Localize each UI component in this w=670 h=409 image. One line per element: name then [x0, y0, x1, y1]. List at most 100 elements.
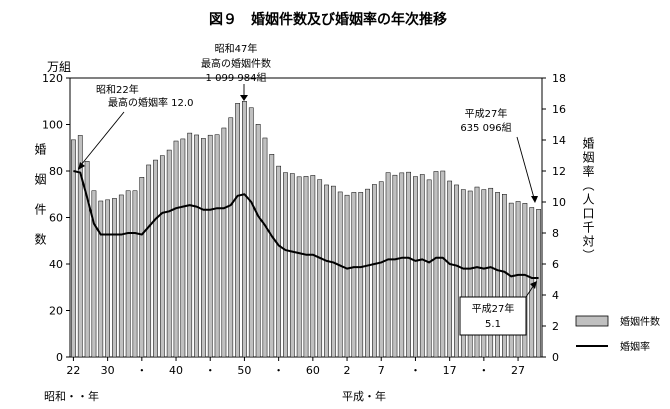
- left-tick-label: 120: [42, 72, 63, 85]
- bar-H8: [406, 171, 411, 358]
- annotation-showa47-value: 1 099 984組: [206, 71, 267, 84]
- bar-S53: [283, 172, 288, 358]
- bar-H22: [502, 194, 507, 358]
- annotation-showa47-arrowhead: [240, 95, 248, 101]
- bar-S56: [303, 176, 309, 358]
- x-tick-label: 60: [306, 364, 320, 377]
- bar-S41: [201, 138, 206, 358]
- bar-H10: [419, 174, 425, 358]
- left-tick-label: 0: [56, 351, 63, 364]
- left-tick-label: 100: [42, 119, 63, 132]
- bar-series-marriages: [71, 101, 541, 358]
- bar-S43: [214, 134, 220, 358]
- right-tick-label: 4: [552, 289, 559, 302]
- left-tick-label: 60: [49, 212, 63, 225]
- bar-S36: [166, 149, 172, 358]
- bar-S24: [84, 160, 90, 358]
- right-tick-label: 2: [552, 320, 559, 333]
- legend-label-line: 婚姻率: [620, 340, 650, 353]
- annotation-heisei27-bar-year: 平成27年: [465, 107, 508, 120]
- annotation-showa47-desc: 最高の婚姻件数: [201, 57, 271, 70]
- x-tick-label: 40: [169, 364, 183, 377]
- left-axis-label: 婚姻件数: [33, 143, 47, 263]
- bar-H7: [399, 172, 405, 358]
- bar-H5: [385, 172, 391, 358]
- bar-H1: [358, 192, 364, 358]
- right-tick-label: 12: [552, 165, 566, 178]
- bar-S55: [296, 176, 302, 358]
- x-tick-label: 27: [511, 364, 525, 377]
- right-tick-label: 8: [552, 227, 559, 240]
- bar-S42: [207, 134, 213, 358]
- right-axis-label-text: 婚姻率（人口千対）: [581, 137, 595, 263]
- line-series-rate-group: [73, 170, 539, 279]
- right-tick-label: 14: [552, 134, 566, 147]
- left-axis-label-text: 婚姻件数: [33, 143, 47, 263]
- bar-S28: [112, 198, 117, 358]
- bar-H17: [467, 190, 473, 358]
- bar-H12: [433, 171, 439, 358]
- x-tick-label: ・: [478, 364, 489, 377]
- bar-S33: [146, 164, 152, 358]
- x-tick-label: 2: [344, 364, 351, 377]
- right-axis: 0 2 4 6 8 10 12 14 16 18: [542, 72, 566, 364]
- annotation-heisei27-bar-arrowhead: [531, 196, 538, 203]
- bar-S46: [235, 103, 240, 358]
- legend: 婚姻件数 婚姻率: [575, 315, 660, 353]
- x-tick-label: 30: [101, 364, 115, 377]
- right-tick-label: 18: [552, 72, 566, 85]
- left-tick-label: 40: [49, 258, 63, 271]
- bar-H2: [365, 188, 370, 358]
- bar-S35: [159, 155, 165, 358]
- era-label-showa: 昭和・・年: [44, 389, 99, 403]
- bar-H13: [440, 170, 446, 358]
- bar-S26: [98, 200, 104, 358]
- bar-H26: [529, 207, 535, 358]
- annotation-showa47-year: 昭和47年: [215, 42, 258, 55]
- bar-S27: [105, 199, 110, 358]
- bar-H9: [413, 176, 418, 358]
- annotation-showa22-year: 昭和22年: [96, 83, 139, 96]
- legend-label-bar: 婚姻件数: [620, 315, 660, 328]
- bar-S54: [289, 173, 295, 358]
- line-series-rate: [73, 170, 539, 279]
- right-tick-label: 16: [552, 103, 566, 116]
- x-tick-label: ・: [205, 364, 216, 377]
- annotation-heisei27-bar-leader: [516, 136, 535, 199]
- left-axis: 0 20 40 60 80 100 120: [42, 72, 70, 364]
- bar-S29: [118, 194, 124, 358]
- right-tick-label: 6: [552, 258, 559, 271]
- bar-S60: [330, 185, 336, 358]
- left-tick-label: 20: [49, 305, 63, 318]
- bar-S32: [139, 177, 145, 358]
- bar-S30: [125, 190, 131, 358]
- annotation-heisei27-bar-value: 635 096組: [460, 121, 511, 134]
- x-tick-label: ・: [136, 364, 147, 377]
- annotation-heisei27-rate-leader: [525, 284, 535, 298]
- right-tick-label: 10: [552, 196, 566, 209]
- bar-H27: [536, 209, 541, 358]
- bar-H6: [392, 174, 398, 358]
- annotation-heisei27-rate-arrowhead: [530, 281, 537, 289]
- bar-H14: [447, 180, 453, 358]
- bar-S38: [180, 138, 186, 358]
- bar-S23: [77, 135, 83, 358]
- annotation-heisei27-rate-value: 5.1: [485, 319, 501, 330]
- bar-H25: [522, 203, 528, 358]
- bar-H23: [508, 202, 514, 358]
- x-tick-label: ・: [273, 364, 284, 377]
- bar-S63: [351, 192, 357, 358]
- x-axis: 22 30 ・ 40 ・ 50 ・ 60 2 7 ・ 17 ・ 27: [66, 357, 525, 377]
- bar-S40: [194, 134, 199, 358]
- bar-S58: [317, 179, 323, 358]
- annotation-showa22-arrowhead: [78, 162, 85, 170]
- bar-H20: [488, 187, 494, 358]
- bar-S37: [173, 140, 179, 358]
- left-axis-unit: 万組: [47, 60, 71, 74]
- bar-S31: [132, 190, 138, 358]
- x-tick-label: 17: [443, 364, 457, 377]
- bar-S57: [310, 175, 316, 358]
- annotation-showa22-desc: 最高の婚姻率 12.0: [108, 96, 193, 109]
- bar-S22: [71, 139, 76, 358]
